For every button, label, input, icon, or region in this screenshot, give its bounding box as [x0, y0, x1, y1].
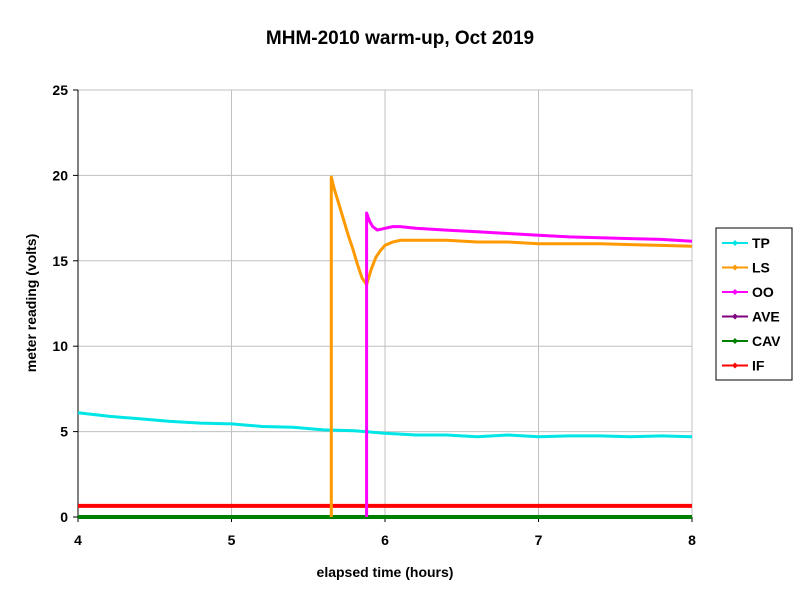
legend-marker-tp: [732, 240, 738, 246]
y-tick-label: 5: [60, 424, 68, 440]
x-tick-label: 7: [535, 532, 543, 548]
series-line-ls: [329, 175, 693, 517]
y-tick-label: 15: [52, 253, 68, 269]
y-axis-label: meter reading (volts): [23, 234, 39, 372]
x-axis-label: elapsed time (hours): [317, 564, 454, 580]
x-tick-label: 5: [228, 532, 236, 548]
legend-marker-cav: [732, 338, 738, 344]
x-tick-label: 6: [381, 532, 389, 548]
legend-label-tp: TP: [752, 235, 770, 251]
y-tick-label: 20: [52, 167, 68, 183]
legend-marker-if: [732, 362, 738, 369]
legend-box: [715, 227, 793, 381]
x-tick-label: 8: [688, 532, 696, 548]
y-tick-label: 25: [52, 82, 68, 98]
y-tick-label: 0: [60, 509, 68, 525]
legend-marker-oo: [732, 289, 738, 295]
legend: TP LS OO AVE CAV IF: [715, 227, 793, 381]
legend-label-cav: CAV: [752, 333, 781, 349]
tick-labels: 4 5 6 7 8 0 5 10 15 20 25: [52, 82, 696, 548]
y-tick-label: 10: [52, 338, 68, 354]
x-tick-label: 4: [74, 532, 82, 548]
legend-marker-ave: [732, 313, 738, 320]
chart-title: MHM-2010 warm-up, Oct 2019: [266, 28, 534, 49]
legend-label-ls: LS: [752, 260, 770, 276]
legend-label-oo: OO: [752, 284, 774, 300]
series-line-tp: [77, 411, 693, 439]
series-line-oo: [365, 211, 693, 517]
legend-label-if: IF: [752, 358, 765, 374]
series-lines: [77, 175, 693, 519]
legend-marker-ls: [732, 264, 738, 271]
legend-label-ave: AVE: [752, 309, 780, 325]
